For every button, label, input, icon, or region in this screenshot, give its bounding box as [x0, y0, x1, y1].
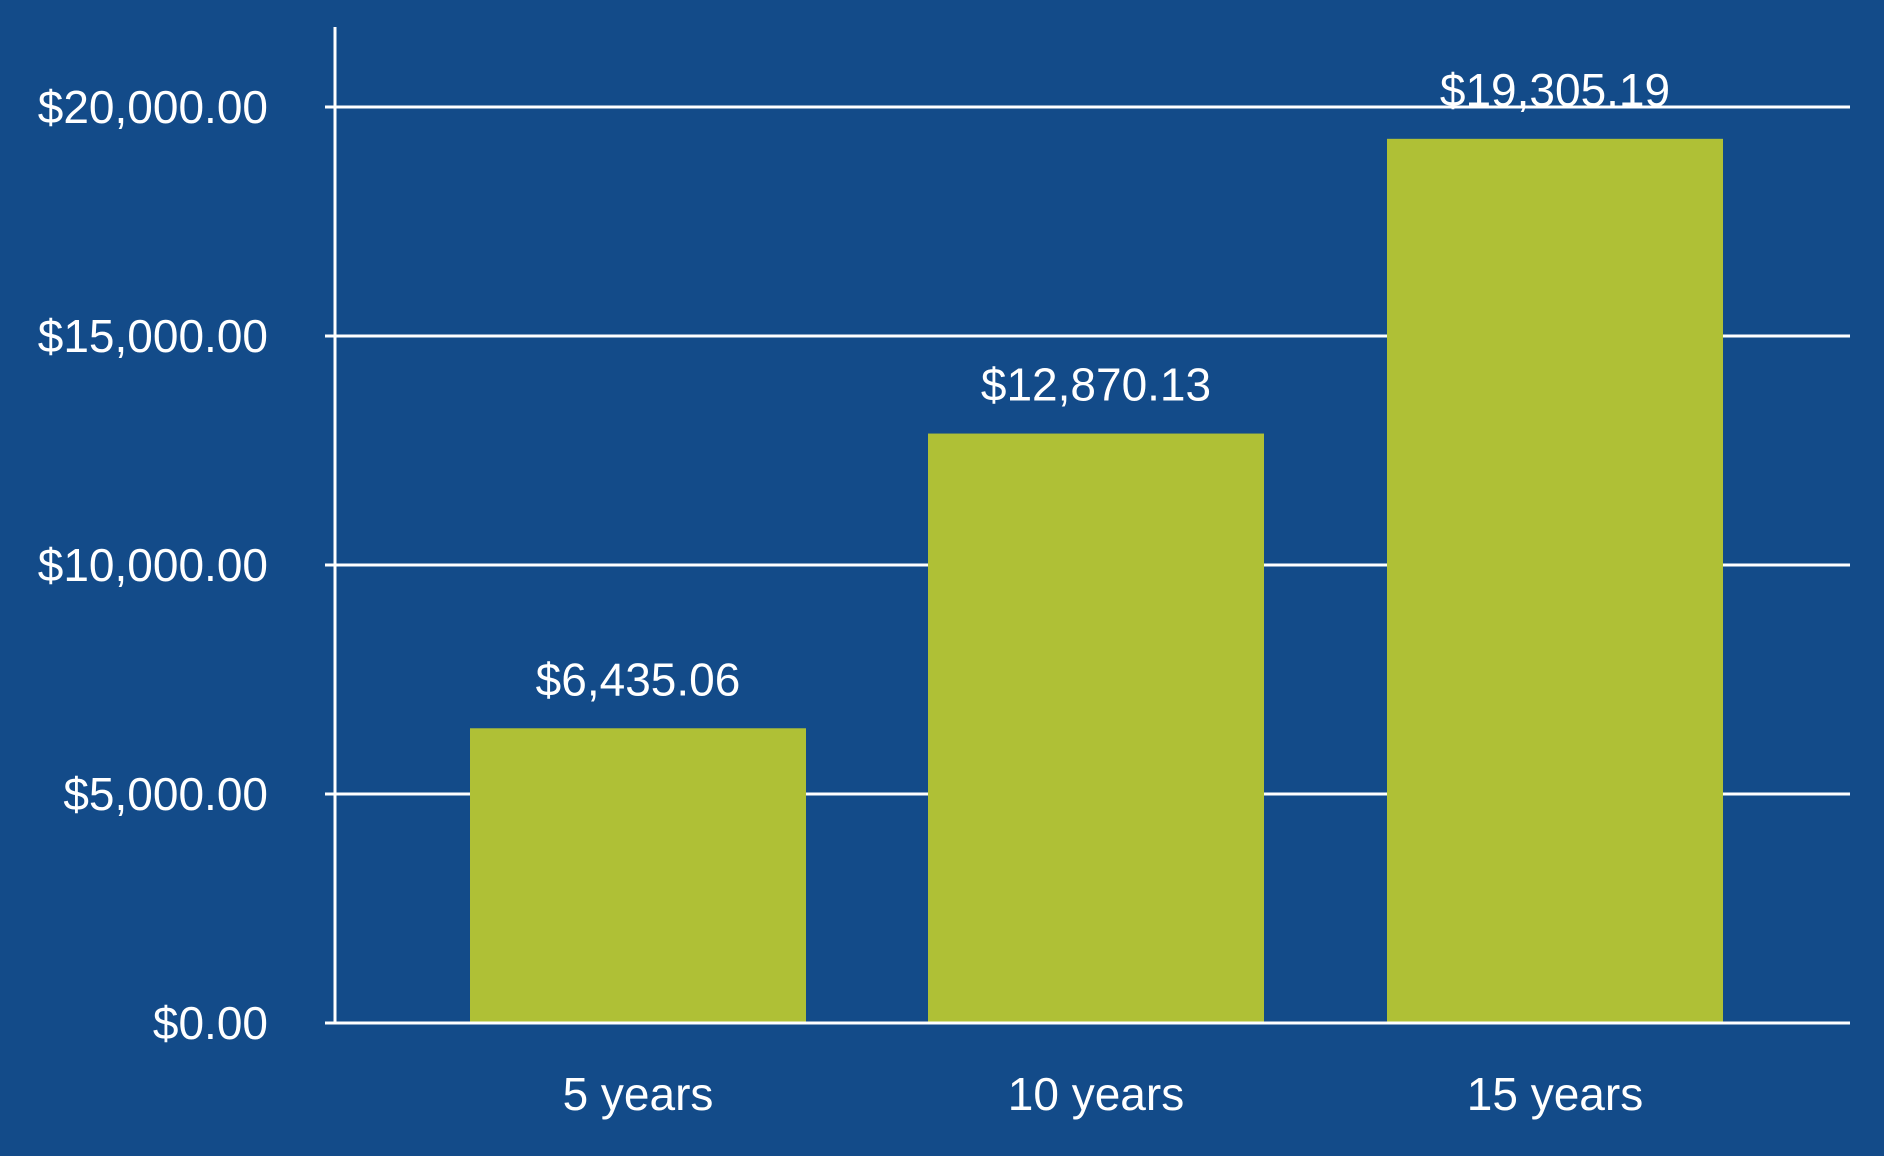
x-tick-label: 5 years [563, 1068, 714, 1120]
data-label: $12,870.13 [981, 359, 1211, 411]
axes [325, 27, 1850, 1025]
bars [470, 138, 1723, 1024]
data-label: $19,305.19 [1440, 64, 1670, 116]
data-label: $6,435.06 [536, 653, 741, 705]
x-tick-label: 10 years [1008, 1068, 1184, 1120]
bar [470, 728, 806, 1023]
y-tick-label: $20,000.00 [38, 81, 268, 133]
y-tick-label: $5,000.00 [63, 768, 268, 820]
y-tick-label: $0.00 [153, 997, 268, 1049]
bar [928, 433, 1264, 1023]
bar [1387, 138, 1723, 1024]
y-tick-label: $10,000.00 [38, 539, 268, 591]
labels: $0.00 $5,000.00 $10,000.00 $15,000.00 $20,00… [38, 64, 1670, 1120]
y-tick-label: $15,000.00 [38, 310, 268, 362]
x-tick-label: 15 years [1467, 1068, 1643, 1120]
